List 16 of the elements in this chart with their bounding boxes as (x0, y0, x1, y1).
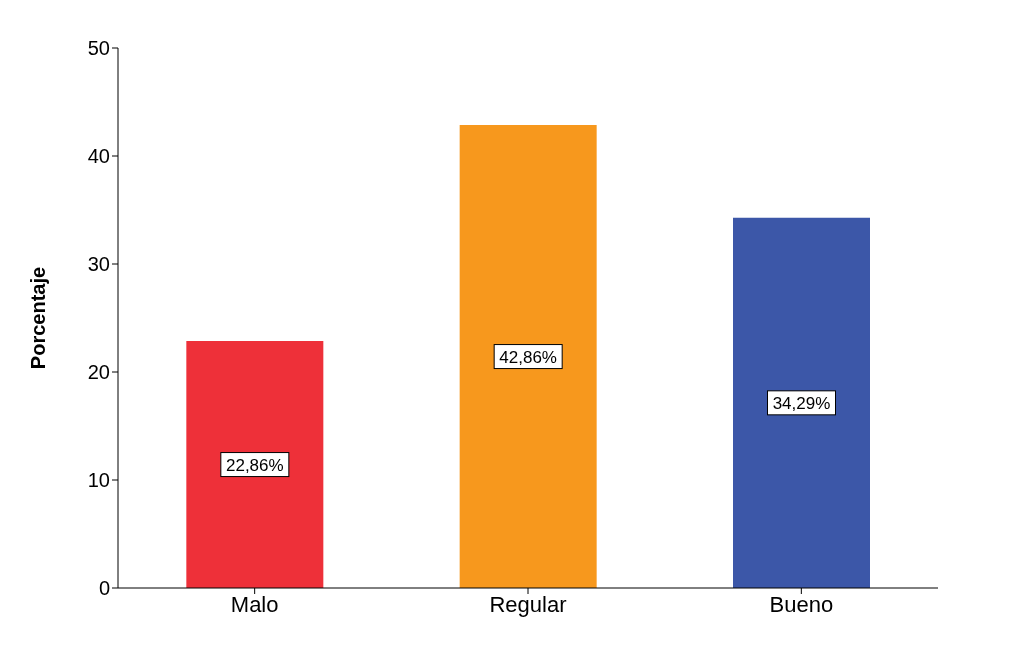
y-axis-title: Porcentaje (27, 266, 50, 370)
data-label: 42,86% (499, 347, 557, 367)
y-tick-label: 10 (87, 469, 110, 492)
x-tick-label: Bueno (769, 591, 834, 617)
x-tick-label: Malo (230, 591, 279, 617)
y-tick-label: 40 (87, 145, 110, 168)
bar (459, 125, 597, 588)
bar (733, 217, 870, 588)
data-label: 22,86% (226, 455, 284, 475)
bar (186, 341, 324, 588)
x-tick-label: Regular (489, 591, 567, 617)
y-tick-label: 20 (87, 361, 110, 384)
y-tick-label: 0 (98, 577, 110, 600)
data-label: 34,29% (772, 393, 831, 413)
y-tick-label: 50 (87, 37, 110, 60)
y-tick-label: 30 (87, 253, 110, 276)
